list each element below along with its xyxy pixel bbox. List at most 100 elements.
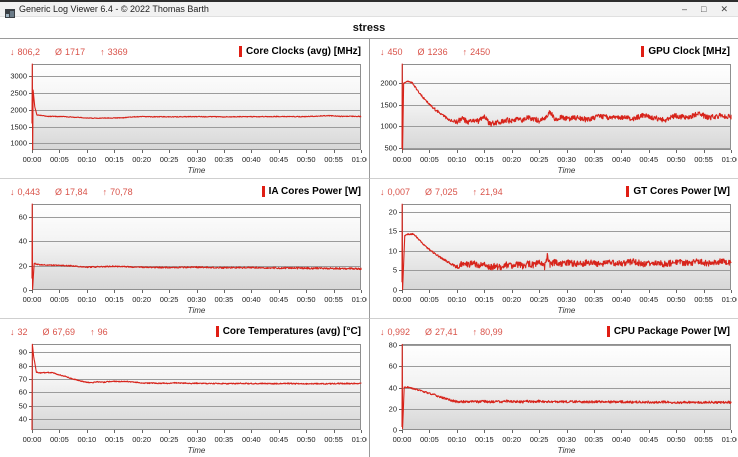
x-tick-label: 00:40 <box>242 295 261 304</box>
max-value: 96 <box>97 326 108 337</box>
x-tick-label: 00:25 <box>160 435 179 444</box>
stat-max-icon: ↑ <box>90 326 95 337</box>
legend-color-bar-icon <box>261 186 265 197</box>
chart-header-gt-cores-power: ↓ 0,007 Ø 7,025 ↑ 21,94 GT Cores Power [W] <box>370 181 738 200</box>
x-tick-label: 00:25 <box>160 295 179 304</box>
chart-title: GPU Clock [MHz] <box>648 46 730 57</box>
max-value: 2450 <box>470 46 491 57</box>
chart-panel-cpu-package-power: ↓ 0,992 Ø 27,41 ↑ 80,99 CPU Package Power [W] 0… <box>369 319 738 457</box>
x-tick-label: 00:10 <box>447 155 466 164</box>
stat-min-icon: ↓ <box>380 186 385 197</box>
chart-legend: GPU Clock [MHz] <box>641 46 730 57</box>
window-title: Generic Log Viewer 6.4 - © 2022 Thomas B… <box>19 4 209 14</box>
tab-stress[interactable]: stress <box>352 21 386 34</box>
chart-legend: Core Clocks (avg) [MHz] <box>238 46 361 57</box>
chart-panel-gt-cores-power: ↓ 0,007 Ø 7,025 ↑ 21,94 GT Cores Power [W] 0 5 10… <box>369 179 738 319</box>
x-tick-label: 01:00 <box>722 295 737 304</box>
x-tick-label: 00:05 <box>420 295 439 304</box>
x-tick-label: 00:35 <box>215 155 234 164</box>
x-tick-label: 00:05 <box>420 155 439 164</box>
x-tick-label: 00:10 <box>447 435 466 444</box>
chart-stats: ↓ 0,443 Ø 17,84 ↑ 70,78 <box>10 187 133 197</box>
stat-max: ↑ 3369 <box>100 47 128 57</box>
x-tick-label: 00:30 <box>187 295 206 304</box>
y-tick-label: 40 <box>19 415 27 424</box>
stat-avg-icon: Ø <box>417 46 425 57</box>
y-tick-label: 5 <box>393 266 397 275</box>
x-tick-label: 00:40 <box>242 155 261 164</box>
chart-title: IA Cores Power [W] <box>268 186 361 197</box>
chart-header-core-temperatures: ↓ 32 Ø 67,69 ↑ 96 Core Temperatures (avg) [°C] <box>0 321 369 340</box>
stat-max: ↑ 70,78 <box>103 187 133 197</box>
min-value: 806,2 <box>17 46 41 57</box>
avg-value: 7,025 <box>435 186 458 197</box>
y-tick-label: 3000 <box>10 72 27 81</box>
x-tick-label: 00:50 <box>297 295 316 304</box>
maximize-button[interactable]: □ <box>701 3 707 14</box>
y-tick-label: 20 <box>389 208 397 217</box>
x-tick-label: 00:35 <box>585 295 604 304</box>
x-tick-label: 00:45 <box>269 295 288 304</box>
stat-min-icon: ↓ <box>380 326 385 337</box>
stat-min: ↓ 0,443 <box>10 187 40 197</box>
x-tick-label: 00:25 <box>530 435 549 444</box>
plot-area-ia-cores-power[interactable]: 0 20 40 60 00:00 00:05 00:10 00:15 00:20 00:25 00:… <box>2 200 367 316</box>
plot-area-cpu-package-power[interactable]: 0 20 40 60 80 00:00 00:05 00:10 00:15 00:20 00:25 0… <box>372 340 737 456</box>
plot-area-core-temperatures[interactable]: 40 50 60 70 80 90 00:00 00:05 00:10 00:15 00:20 00:… <box>2 340 367 456</box>
x-tick-label: 00:00 <box>23 295 42 304</box>
x-axis-title: Time <box>558 306 576 315</box>
y-tick-label: 80 <box>389 341 397 350</box>
x-tick-label: 01:00 <box>352 295 367 304</box>
stat-min: ↓ 0,992 <box>380 327 410 337</box>
x-tick-label: 00:40 <box>242 435 261 444</box>
stat-avg: Ø 27,41 <box>425 327 458 337</box>
x-tick-label: 01:00 <box>722 435 737 444</box>
stat-avg: Ø 17,84 <box>55 187 88 197</box>
x-tick-label: 00:05 <box>50 155 69 164</box>
min-value: 450 <box>387 46 403 57</box>
stat-avg-icon: Ø <box>55 186 63 197</box>
y-tick-label: 2500 <box>10 89 27 98</box>
x-tick-label: 00:50 <box>297 155 316 164</box>
title-bar: Generic Log Viewer 6.4 - © 2022 Thomas B… <box>0 2 738 18</box>
avg-value: 1236 <box>427 46 448 57</box>
x-tick-label: 00:25 <box>160 155 179 164</box>
x-tick-label: 00:35 <box>215 295 234 304</box>
chart-stats: ↓ 806,2 Ø 1717 ↑ 3369 <box>10 47 128 57</box>
stat-max: ↑ 21,94 <box>473 187 503 197</box>
chart-legend: GT Cores Power [W] <box>626 186 730 197</box>
x-tick-label: 01:00 <box>352 435 367 444</box>
x-tick-label: 00:15 <box>105 155 124 164</box>
stat-max: ↑ 2450 <box>463 47 491 57</box>
x-axis-title: Time <box>188 166 206 175</box>
x-tick-label: 00:15 <box>475 295 494 304</box>
x-tick-label: 01:00 <box>352 155 367 164</box>
x-tick-label: 00:50 <box>667 295 686 304</box>
x-tick-label: 00:25 <box>530 155 549 164</box>
minimize-button[interactable]: – <box>682 3 688 14</box>
y-tick-label: 0 <box>393 426 397 435</box>
plot-area-gpu-clock[interactable]: 500 1000 1500 2000 00:00 00:05 00:10 00:15 00:20… <box>372 60 737 176</box>
x-tick-label: 00:40 <box>612 435 631 444</box>
x-tick-label: 00:20 <box>132 295 151 304</box>
y-tick-label: 0 <box>23 286 27 295</box>
chart-panel-core-temperatures: ↓ 32 Ø 67,69 ↑ 96 Core Temperatures (avg) [°C]… <box>0 319 369 457</box>
max-value: 70,78 <box>110 186 133 197</box>
plot-area-core-clocks[interactable]: 1000 1500 2000 2500 3000 00:00 00:05 00:10 00:15… <box>2 60 367 176</box>
x-tick-label: 00:00 <box>393 295 412 304</box>
avg-value: 17,84 <box>65 186 88 197</box>
x-tick-label: 00:10 <box>77 435 96 444</box>
stat-avg: Ø 7,025 <box>425 187 458 197</box>
stat-max-icon: ↑ <box>102 186 108 197</box>
y-tick-label: 80 <box>19 362 27 371</box>
stat-avg: Ø 1236 <box>418 47 448 57</box>
x-tick-label: 00:40 <box>612 155 631 164</box>
max-value: 21,94 <box>480 186 503 197</box>
x-axis-title: Time <box>188 446 206 455</box>
close-button[interactable]: ✕ <box>720 3 728 14</box>
x-tick-label: 00:05 <box>50 295 69 304</box>
stat-avg: Ø 67,69 <box>43 327 76 337</box>
plot-area-gt-cores-power[interactable]: 0 5 10 15 20 00:00 00:05 00:10 00:15 00:20 00:25 00… <box>372 200 737 316</box>
y-tick-label: 60 <box>19 388 27 397</box>
